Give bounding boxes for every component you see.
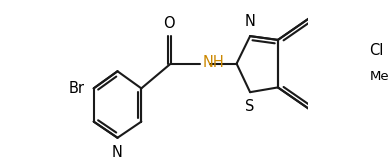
Text: Cl: Cl <box>369 43 383 58</box>
Text: N: N <box>245 14 256 29</box>
Text: S: S <box>245 99 255 114</box>
Text: Br: Br <box>68 81 84 96</box>
Text: Me: Me <box>370 69 388 82</box>
Text: O: O <box>163 16 175 31</box>
Text: N: N <box>112 145 123 160</box>
Text: NH: NH <box>203 55 224 70</box>
